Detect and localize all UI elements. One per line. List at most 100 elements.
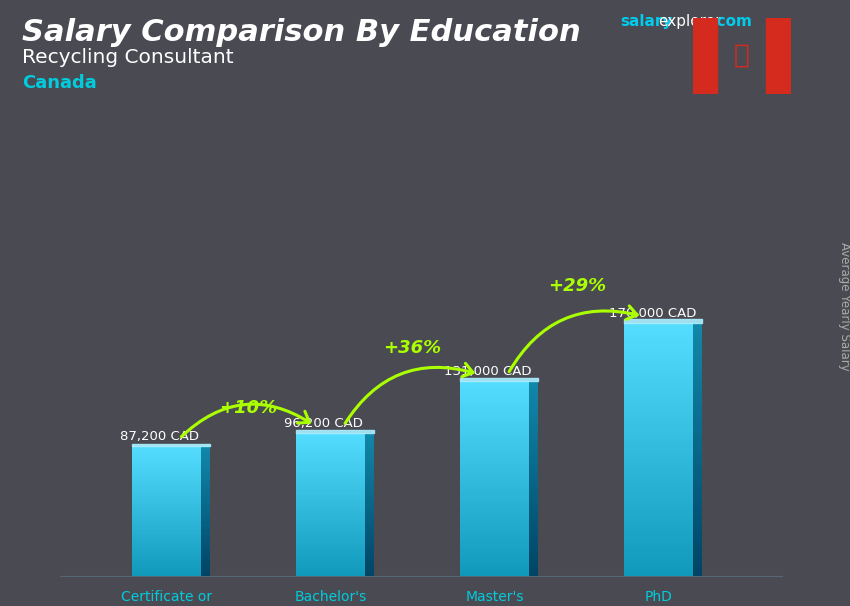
- Bar: [201, 451, 210, 453]
- Bar: [625, 380, 694, 383]
- Bar: [132, 509, 201, 511]
- Bar: [694, 330, 702, 333]
- Bar: [132, 534, 201, 535]
- Bar: [132, 448, 201, 450]
- Bar: [625, 462, 694, 465]
- Bar: [694, 534, 702, 538]
- Bar: [460, 551, 529, 554]
- Bar: [365, 506, 374, 508]
- Bar: [694, 411, 702, 415]
- Bar: [460, 442, 529, 444]
- Bar: [132, 516, 201, 518]
- Bar: [201, 459, 210, 461]
- Bar: [460, 566, 529, 568]
- Bar: [625, 430, 694, 434]
- Bar: [132, 537, 201, 539]
- Bar: [296, 519, 365, 521]
- Bar: [694, 453, 702, 456]
- Bar: [694, 560, 702, 563]
- Bar: [460, 510, 529, 513]
- Bar: [365, 544, 374, 545]
- Bar: [296, 551, 365, 553]
- FancyArrowPatch shape: [509, 306, 638, 371]
- Bar: [625, 393, 694, 396]
- Bar: [201, 529, 210, 530]
- Bar: [625, 538, 694, 541]
- Bar: [694, 377, 702, 380]
- Bar: [625, 418, 694, 421]
- Bar: [460, 384, 529, 386]
- Bar: [132, 566, 201, 568]
- Bar: [296, 433, 365, 435]
- Bar: [296, 542, 365, 544]
- Bar: [296, 554, 365, 556]
- Bar: [296, 536, 365, 538]
- Bar: [132, 525, 201, 527]
- Bar: [132, 491, 201, 493]
- Bar: [132, 513, 201, 514]
- Bar: [625, 330, 694, 333]
- Bar: [365, 461, 374, 463]
- Bar: [132, 474, 201, 475]
- Bar: [625, 437, 694, 440]
- Bar: [296, 527, 365, 529]
- Bar: [132, 573, 201, 574]
- Bar: [694, 351, 702, 355]
- Bar: [132, 524, 201, 525]
- Bar: [625, 474, 694, 478]
- Bar: [201, 462, 210, 464]
- Bar: [625, 500, 694, 503]
- Bar: [365, 558, 374, 559]
- Bar: [460, 539, 529, 542]
- Bar: [132, 485, 201, 487]
- Bar: [694, 573, 702, 576]
- Bar: [365, 536, 374, 538]
- Bar: [365, 531, 374, 533]
- Text: Average Yearly Salary: Average Yearly Salary: [838, 242, 850, 370]
- Bar: [132, 475, 201, 477]
- Bar: [529, 449, 538, 451]
- Text: Salary Comparison By Education: Salary Comparison By Education: [22, 18, 581, 47]
- Bar: [296, 459, 365, 461]
- Bar: [625, 364, 694, 367]
- Bar: [694, 418, 702, 421]
- Bar: [625, 506, 694, 510]
- Text: +29%: +29%: [547, 278, 606, 296]
- Bar: [694, 478, 702, 481]
- Bar: [365, 542, 374, 544]
- Bar: [694, 531, 702, 534]
- Bar: [460, 537, 529, 539]
- Bar: [460, 386, 529, 388]
- Bar: [132, 532, 201, 534]
- Bar: [296, 472, 365, 474]
- Bar: [694, 336, 702, 339]
- Bar: [296, 510, 365, 511]
- Bar: [201, 456, 210, 458]
- Bar: [460, 515, 529, 518]
- Bar: [625, 367, 694, 370]
- Bar: [529, 542, 538, 544]
- Bar: [529, 430, 538, 432]
- Bar: [694, 427, 702, 430]
- Bar: [201, 446, 210, 448]
- Bar: [296, 483, 365, 485]
- Bar: [460, 559, 529, 561]
- Bar: [365, 515, 374, 517]
- Bar: [694, 408, 702, 411]
- Bar: [529, 408, 538, 410]
- Bar: [132, 571, 201, 573]
- Bar: [132, 461, 201, 462]
- Bar: [766, 18, 790, 94]
- Bar: [201, 499, 210, 501]
- Bar: [625, 370, 694, 374]
- Bar: [132, 514, 201, 516]
- Bar: [625, 387, 694, 390]
- Bar: [296, 436, 365, 438]
- Bar: [529, 566, 538, 568]
- Bar: [296, 525, 365, 527]
- Bar: [529, 564, 538, 566]
- Bar: [296, 501, 365, 502]
- Bar: [296, 476, 365, 478]
- Bar: [694, 497, 702, 500]
- Bar: [296, 474, 365, 476]
